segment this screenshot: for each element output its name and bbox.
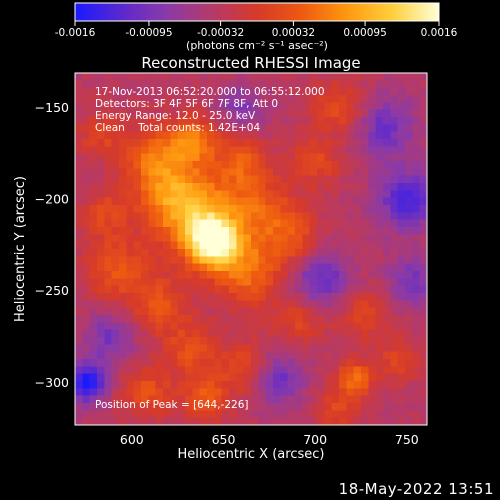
colorbar-tick-label: -0.00095 bbox=[125, 27, 172, 39]
x-tick-label: 650 bbox=[212, 432, 236, 447]
annotation-detectors: Detectors: 3F 4F 5F 6F 7F 8F, Att 0 bbox=[95, 98, 278, 110]
rhessi-image-map bbox=[75, 73, 427, 425]
peak-position-label: Position of Peak = [644,-226] bbox=[95, 399, 249, 411]
colorbar-gradient bbox=[75, 3, 439, 21]
x-tick-label: 600 bbox=[120, 432, 144, 447]
y-tick-label: −250 bbox=[35, 283, 69, 298]
colorbar-tick-label: 0.00095 bbox=[343, 27, 386, 39]
x-tick-label: 750 bbox=[395, 432, 419, 447]
info-annotations: 17-Nov-2013 06:52:20.000 to 06:55:12.000… bbox=[95, 86, 325, 134]
y-axis-label: Heliocentric Y (arcsec) bbox=[13, 176, 28, 322]
colorbar-tick-label: -0.00032 bbox=[197, 27, 244, 39]
annotation-counts: Clean Total counts: 1.42E+04 bbox=[95, 122, 260, 134]
colorbar-tick-label: 0.00032 bbox=[272, 27, 315, 39]
x-tick-label: 700 bbox=[303, 432, 327, 447]
plot-frame bbox=[74, 72, 428, 426]
colorbar-tick-label: 0.0016 bbox=[421, 27, 458, 39]
y-tick-label: −150 bbox=[35, 100, 69, 115]
colorbar: -0.0016 -0.00095 -0.00032 0.00032 0.00095 0.0… bbox=[55, 2, 458, 52]
footer-date: 18-May-2022 13:51 bbox=[338, 480, 494, 498]
annotation-time: 17-Nov-2013 06:52:20.000 to 06:55:12.000 bbox=[95, 86, 325, 98]
y-tick-label: −300 bbox=[35, 375, 69, 390]
colorbar-ticks: -0.0016 -0.00095 -0.00032 0.00032 0.00095 0.0… bbox=[55, 21, 458, 39]
chart-title: Reconstructed RHESSI Image bbox=[141, 54, 360, 72]
annotation-energy: Energy Range: 12.0 - 25.0 keV bbox=[95, 110, 256, 122]
y-tick-label: −200 bbox=[35, 192, 69, 207]
colorbar-frame bbox=[74, 2, 440, 22]
x-axis-label: Heliocentric X (arcsec) bbox=[178, 447, 325, 462]
colorbar-units: (photons cm⁻² s⁻¹ asec⁻²) bbox=[186, 39, 328, 52]
colorbar-tick-label: -0.0016 bbox=[55, 27, 96, 39]
